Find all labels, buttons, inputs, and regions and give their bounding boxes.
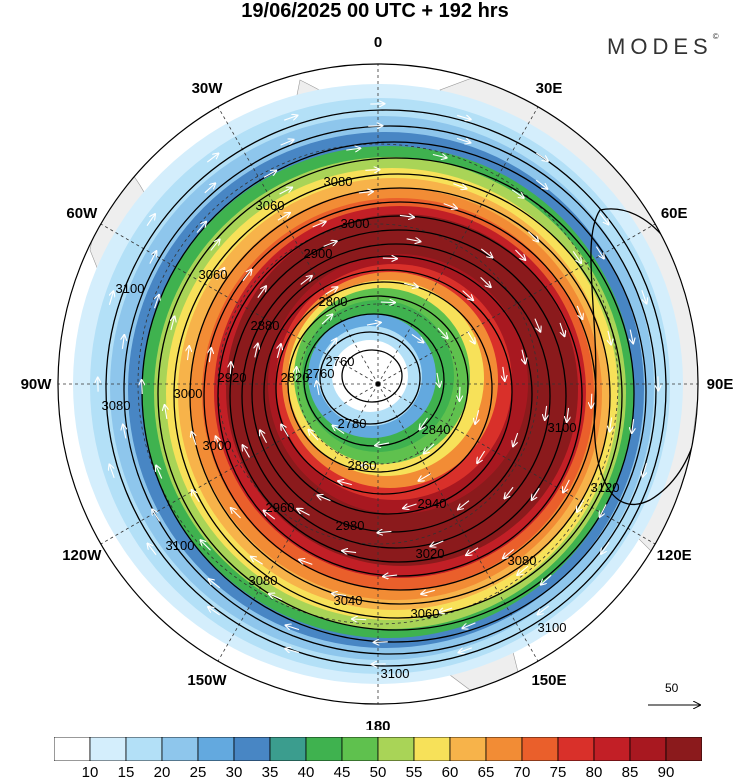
- colorbar-label: 60: [441, 764, 459, 781]
- contour-label: 3100: [116, 281, 145, 296]
- contour-label: 3020: [416, 546, 445, 561]
- colorbar-swatch: [593, 737, 631, 761]
- colorbar-label: 75: [549, 764, 567, 781]
- colorbar-swatch: [665, 737, 702, 761]
- colorbar-label: 35: [261, 764, 279, 781]
- colorbar-label: 45: [333, 764, 351, 781]
- contour-label: 2860: [348, 458, 377, 473]
- contour-label: 2760: [306, 366, 335, 381]
- contour-label: 3000: [174, 386, 203, 401]
- colorbar-label: 20: [153, 764, 171, 781]
- colorbar-swatch: [305, 737, 343, 761]
- contour-label: 3100: [166, 538, 195, 553]
- colorbar: [54, 737, 702, 761]
- map-boundary: [57, 63, 699, 705]
- contour-label: 2840: [422, 422, 451, 437]
- colorbar-swatch: [377, 737, 415, 761]
- contour-label: 3000: [203, 438, 232, 453]
- south-pole-marker: [375, 381, 381, 387]
- colorbar-swatch: [54, 737, 91, 761]
- colorbar-label: 65: [477, 764, 495, 781]
- contour-label: 3060: [199, 267, 228, 282]
- wind-reference-label: 50: [665, 681, 679, 695]
- colorbar-swatch: [449, 737, 487, 761]
- colorbar-swatch: [89, 737, 127, 761]
- contour-label: 3100: [538, 620, 567, 635]
- colorbar-swatch: [269, 737, 307, 761]
- colorbar-label: 40: [297, 764, 315, 781]
- longitude-label: 90E: [707, 376, 734, 393]
- contour-label: 2880: [251, 318, 280, 333]
- brand-logo: MODES©: [607, 32, 719, 59]
- contour-label: 2800: [319, 294, 348, 309]
- longitude-label: 120E: [657, 547, 692, 564]
- colorbar-labels: 10 15 20 25 30 35 40 45 50 55 60 65 70 75 80 85 90: [0, 764, 750, 782]
- contour-label: 3100: [548, 420, 577, 435]
- colorbar-label: 90: [657, 764, 675, 781]
- colorbar-swatch: [125, 737, 163, 761]
- colorbar-swatch: [341, 737, 379, 761]
- wind-arrows: [98, 104, 659, 665]
- contour-label: 2900: [304, 246, 333, 261]
- colorbar-swatch: [413, 737, 451, 761]
- longitude-label: 180: [365, 718, 390, 730]
- colorbar-label: 50: [369, 764, 387, 781]
- longitude-label: 150W: [187, 672, 227, 689]
- contour-label: 3080: [102, 398, 131, 413]
- contour-label: 3080: [249, 573, 278, 588]
- longitude-label: 120W: [62, 547, 102, 564]
- longitude-label: 90W: [21, 376, 53, 393]
- longitude-label: 150E: [531, 672, 566, 689]
- contour-label: 3040: [334, 593, 363, 608]
- contour-label: 2920: [218, 370, 247, 385]
- contour-label: 2820: [281, 370, 310, 385]
- graticule: [58, 64, 698, 704]
- colorbar-label: 30: [225, 764, 243, 781]
- contour-label: 3060: [256, 198, 285, 213]
- colorbar-label: 25: [189, 764, 207, 781]
- colorbar-swatch: [557, 737, 595, 761]
- colorbar-swatch: [197, 737, 235, 761]
- colorbar-label: 55: [405, 764, 423, 781]
- longitude-label: 0: [374, 34, 382, 51]
- colorbar-swatch: [629, 737, 667, 761]
- contour-label: 2980: [336, 518, 365, 533]
- colorbar-label: 70: [513, 764, 531, 781]
- contour-label: 2960: [266, 500, 295, 515]
- longitude-label: 30W: [192, 80, 224, 97]
- longitude-label: 60E: [661, 205, 688, 222]
- longitude-label: 30E: [536, 80, 563, 97]
- contour-label: 3120: [591, 480, 620, 495]
- contour-label: 2760: [326, 354, 355, 369]
- contour-label: 2780: [338, 416, 367, 431]
- colorbar-swatch: [233, 737, 271, 761]
- longitude-label: 60W: [66, 205, 98, 222]
- contour-label: 2940: [418, 496, 447, 511]
- colorbar-swatch: [521, 737, 559, 761]
- map-title: 19/06/2025 00 UTC + 192 hrs: [241, 0, 509, 22]
- contour-label: 3080: [324, 174, 353, 189]
- colorbar-label: 15: [117, 764, 135, 781]
- contour-label: 3080: [508, 553, 537, 568]
- colorbar-label: 10: [81, 764, 99, 781]
- contour-label: 3060: [411, 606, 440, 621]
- contour-label: 3000: [341, 216, 370, 231]
- colorbar-label: 80: [585, 764, 603, 781]
- contour-label: 3100: [381, 666, 410, 681]
- longitude-labels: 0 30E 60E 90E 120E 150E 180 150W 120W 90W 60W 30W: [21, 34, 734, 730]
- colorbar-swatch: [485, 737, 523, 761]
- colorbar-label: 85: [621, 764, 639, 781]
- colorbar-swatch: [161, 737, 199, 761]
